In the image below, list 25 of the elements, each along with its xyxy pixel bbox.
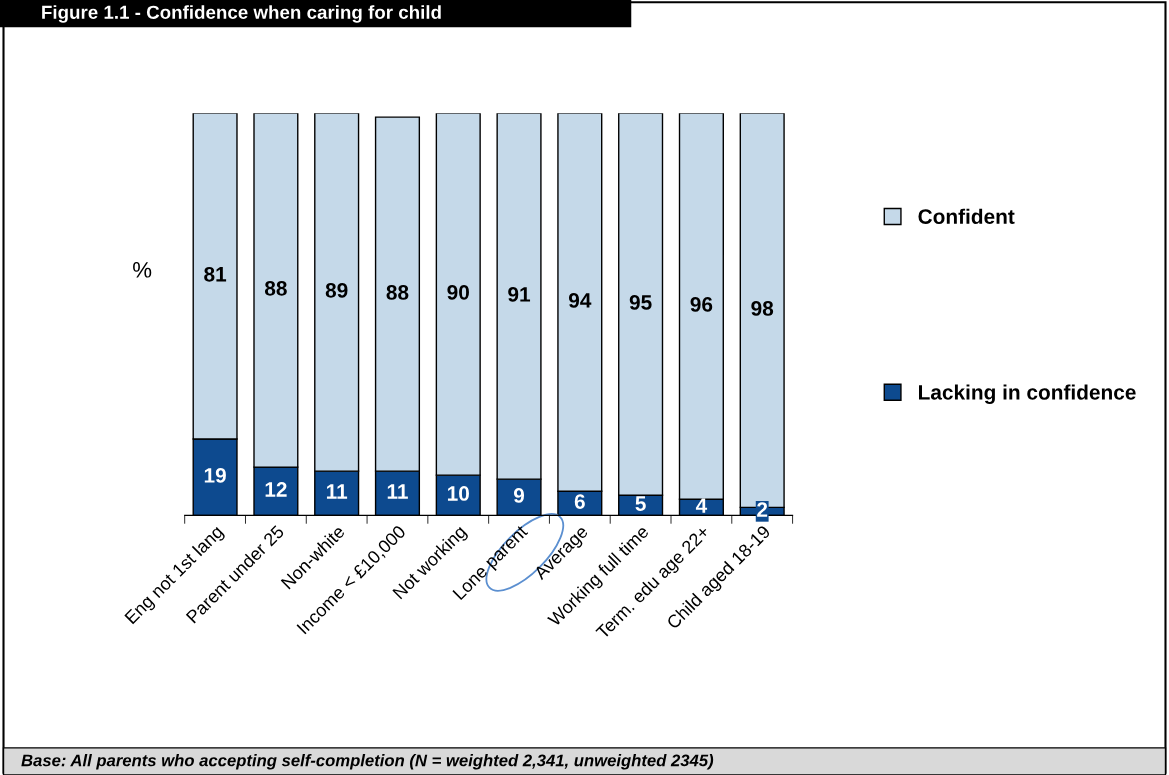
data-label: 88 <box>264 280 287 296</box>
data-label: 91 <box>508 287 531 302</box>
data-label: 5 <box>635 496 646 511</box>
data-label: 4 <box>695 498 708 513</box>
data-label: 81 <box>204 266 227 282</box>
data-label: 88 <box>386 284 409 300</box>
data-label: 95 <box>629 295 652 310</box>
data-label: 11 <box>326 484 348 499</box>
data-label: 2 <box>757 502 768 517</box>
data-label: 19 <box>204 468 226 483</box>
data-label: 90 <box>447 284 469 300</box>
data-label: 94 <box>568 293 592 308</box>
chart-title: Figure 1.1 - Confidence when caring for child <box>42 5 441 23</box>
data-label: 11 <box>387 484 408 499</box>
data-label: 12 <box>265 482 287 497</box>
data-label: 9 <box>513 488 525 503</box>
data-label: 6 <box>574 494 585 509</box>
legend-label: Lacking in confidence <box>919 384 1136 404</box>
y-axis-title: % <box>133 262 152 278</box>
data-label: 96 <box>690 297 713 312</box>
legend-label: Confident <box>918 208 1015 224</box>
data-label: 89 <box>325 282 348 298</box>
data-label: 98 <box>751 301 774 316</box>
text: Base: All parents who accepting self-completion (N = weighted 2,341, unweighted 2345) <box>21 754 714 770</box>
data-label: 10 <box>447 486 469 501</box>
